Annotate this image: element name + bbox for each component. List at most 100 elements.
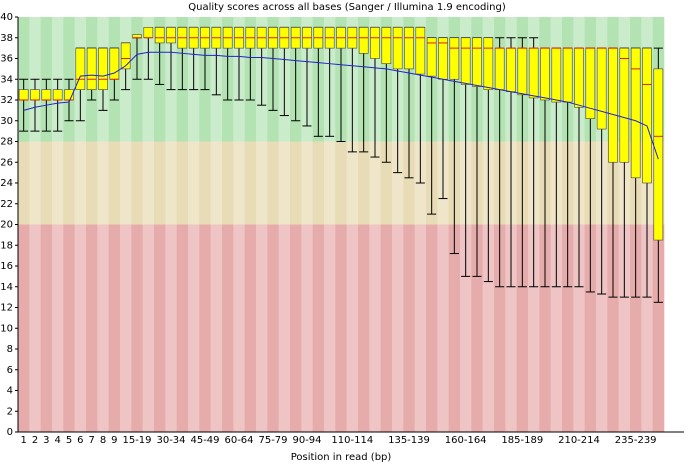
quality-band (199, 224, 211, 432)
quality-band (222, 224, 234, 432)
box (109, 47, 120, 80)
quality-band (18, 141, 30, 225)
quality-band (52, 141, 64, 225)
x-tick-label: 210-214 (558, 435, 600, 446)
quality-band (403, 141, 415, 225)
quality-band (131, 141, 143, 225)
y-tick-label: 12 (0, 303, 13, 314)
quality-band (312, 224, 325, 432)
quality-band (74, 141, 87, 225)
quality-band (142, 224, 155, 432)
quality-band (607, 224, 619, 432)
quality-band (460, 224, 472, 432)
box (472, 37, 482, 87)
quality-band (278, 224, 291, 432)
box (52, 89, 63, 101)
quality-band (324, 224, 336, 432)
y-tick-label: 26 (0, 157, 13, 168)
x-tick-label: 2 (32, 435, 38, 446)
box (653, 68, 664, 241)
quality-band (630, 224, 642, 432)
quality-band (312, 141, 325, 225)
x-tick-label: 7 (88, 435, 94, 446)
quality-band (414, 224, 427, 432)
box (506, 47, 516, 93)
quality-band (40, 141, 53, 225)
y-tick-label: 10 (0, 323, 13, 334)
y-tick-label: 2 (7, 406, 13, 417)
y-tick-label: 28 (0, 137, 13, 148)
x-tick-label: 4 (54, 435, 60, 446)
mean-line (23, 51, 659, 160)
quality-band (528, 224, 540, 432)
quality-band (392, 141, 404, 225)
box (460, 37, 471, 85)
y-tick-label: 34 (0, 74, 13, 85)
quality-band (63, 224, 75, 432)
x-tick-label: 6 (77, 435, 83, 446)
quality-band (346, 224, 359, 432)
quality-band (74, 224, 87, 432)
box (404, 27, 414, 70)
quality-band (550, 224, 563, 432)
box (642, 47, 652, 184)
x-tick-label: 90-94 (292, 435, 321, 446)
box (528, 47, 539, 99)
quality-band (97, 141, 109, 225)
x-tick-label: 8 (100, 435, 106, 446)
quality-band (618, 224, 631, 432)
box (426, 37, 437, 77)
x-tick-label: 135-139 (388, 435, 430, 446)
quality-band (278, 141, 291, 225)
y-tick-label: 22 (0, 199, 13, 210)
quality-band (120, 224, 132, 432)
box (574, 47, 584, 108)
box (166, 27, 176, 44)
quality-band (267, 224, 279, 432)
box (415, 27, 426, 75)
box (143, 27, 154, 39)
box (562, 47, 573, 103)
quality-band (267, 141, 279, 225)
quality-band (584, 224, 597, 432)
y-tick-label: 30 (0, 116, 13, 127)
box (608, 47, 618, 163)
y-tick-label: 8 (7, 344, 13, 355)
quality-band (516, 224, 529, 432)
x-tick-label: 60-64 (224, 435, 253, 446)
quality-band (301, 224, 313, 432)
quality-band (539, 224, 551, 432)
quality-band (403, 224, 415, 432)
x-tick-label: 3 (43, 435, 49, 446)
quality-band (652, 224, 665, 432)
y-tick-label: 0 (7, 427, 13, 438)
y-tick-label: 24 (0, 178, 13, 189)
quality-band (369, 224, 381, 432)
box (381, 27, 392, 64)
quality-band (142, 141, 155, 225)
quality-band (290, 141, 302, 225)
quality-band (448, 224, 461, 432)
box (98, 47, 108, 90)
y-tick-label: 4 (7, 386, 13, 397)
quality-band (29, 224, 41, 432)
quality-band (335, 224, 347, 432)
quality-band (392, 224, 404, 432)
box (30, 89, 40, 101)
quality-band (369, 141, 381, 225)
box (596, 47, 607, 130)
quality-band (222, 141, 234, 225)
quality-band (40, 224, 53, 432)
quality-band (471, 224, 483, 432)
box (370, 27, 380, 59)
quality-band (154, 141, 166, 225)
quality-band (233, 224, 245, 432)
quality-band (165, 224, 177, 432)
x-tick-label: 75-79 (258, 435, 287, 446)
chart-title: Quality scores across all bases (Sanger … (188, 2, 506, 13)
x-tick-label: 235-239 (615, 435, 657, 446)
x-tick-label: 30-34 (156, 435, 185, 446)
x-tick-label: 9 (111, 435, 117, 446)
quality-band (188, 141, 200, 225)
box (75, 47, 86, 90)
